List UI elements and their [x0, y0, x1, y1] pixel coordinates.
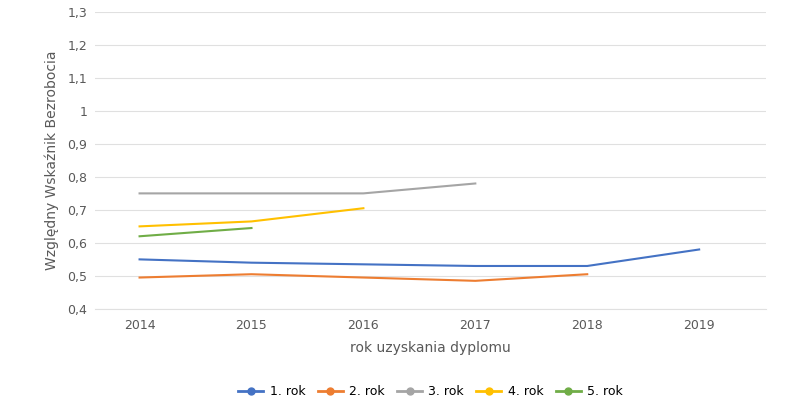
3. rok	[359, 191, 368, 196]
1. rok	[471, 264, 480, 268]
1. rok	[582, 264, 592, 268]
3. rok	[246, 191, 256, 196]
4. rok	[135, 224, 145, 229]
Line: 4. rok: 4. rok	[140, 208, 363, 227]
2. rok	[471, 278, 480, 283]
Line: 2. rok: 2. rok	[140, 274, 587, 281]
5. rok	[135, 234, 145, 239]
X-axis label: rok uzyskania dyplomu: rok uzyskania dyplomu	[350, 341, 511, 355]
2. rok	[359, 275, 368, 280]
4. rok	[359, 206, 368, 211]
Legend: 1. rok, 2. rok, 3. rok, 4. rok, 5. rok: 1. rok, 2. rok, 3. rok, 4. rok, 5. rok	[233, 381, 628, 396]
2. rok	[582, 272, 592, 276]
Y-axis label: Względny Wskaźnik Bezrobocia: Względny Wskaźnik Bezrobocia	[44, 51, 58, 270]
3. rok	[471, 181, 480, 186]
1. rok	[246, 260, 256, 265]
1. rok	[135, 257, 145, 262]
4. rok	[246, 219, 256, 224]
1. rok	[694, 247, 704, 252]
Line: 5. rok: 5. rok	[140, 228, 251, 236]
3. rok	[135, 191, 145, 196]
2. rok	[135, 275, 145, 280]
Line: 3. rok: 3. rok	[140, 183, 476, 193]
5. rok	[246, 226, 256, 230]
2. rok	[246, 272, 256, 276]
1. rok	[359, 262, 368, 267]
Line: 1. rok: 1. rok	[140, 249, 699, 266]
